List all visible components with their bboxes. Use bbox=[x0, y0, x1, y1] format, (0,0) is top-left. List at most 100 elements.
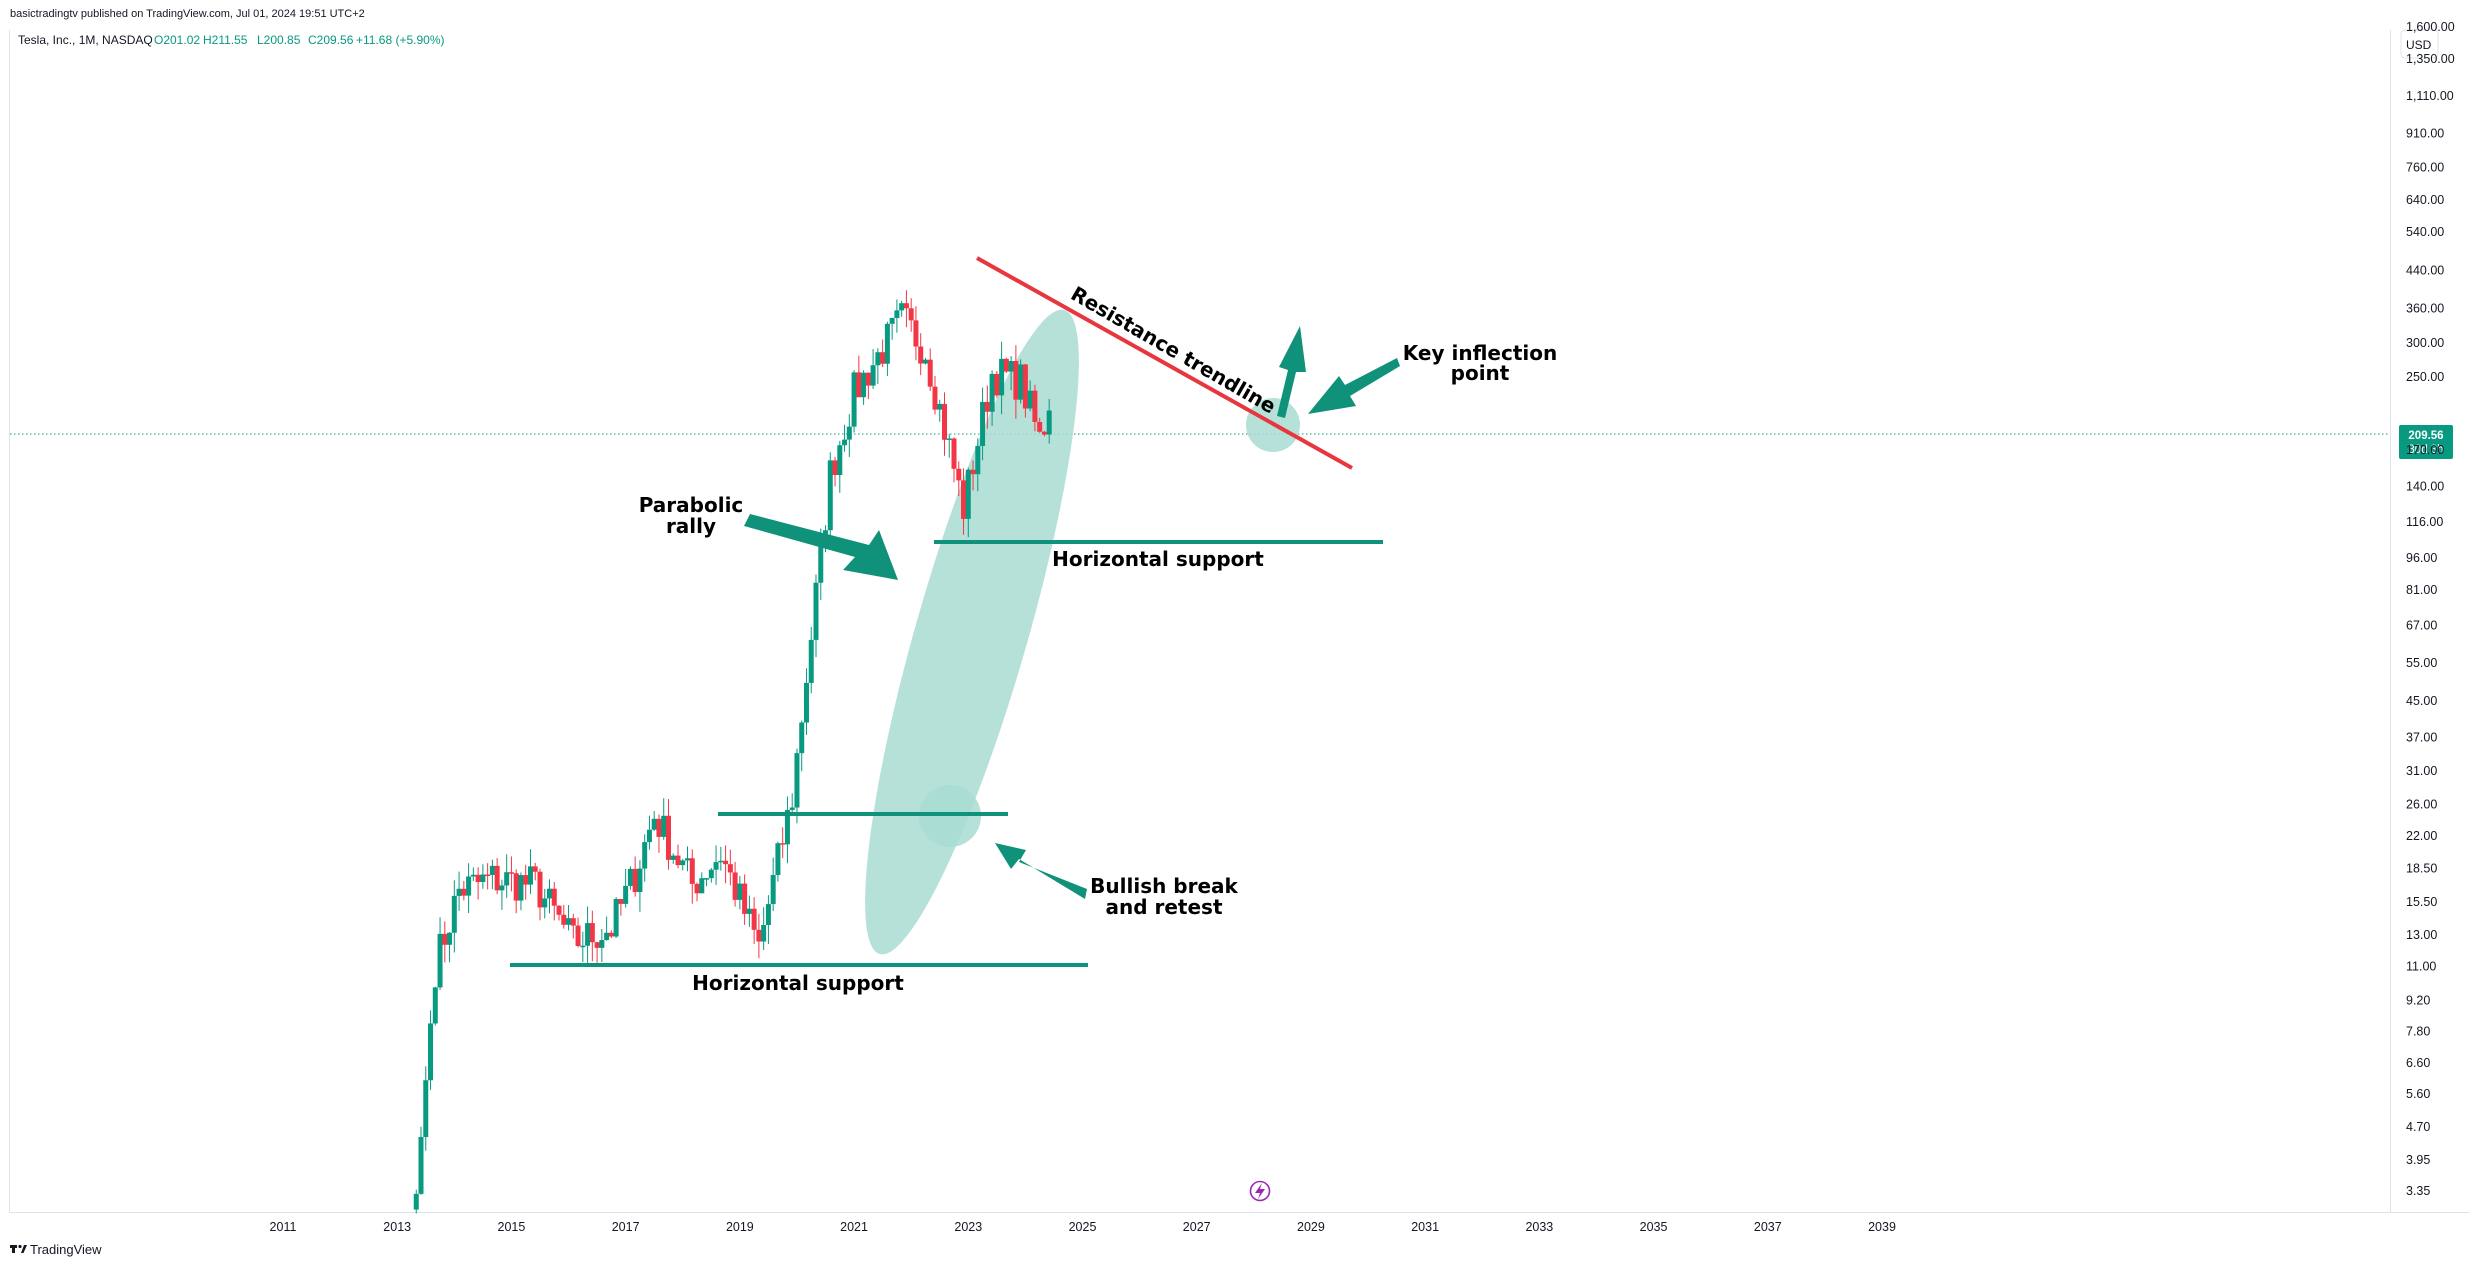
candle-body bbox=[685, 858, 691, 861]
candle-body bbox=[727, 864, 733, 873]
candle-body bbox=[508, 872, 514, 874]
candle-body bbox=[1022, 364, 1028, 409]
candle-body bbox=[480, 874, 486, 883]
candle-body bbox=[485, 874, 491, 877]
candle-body bbox=[922, 359, 928, 364]
brand-label: TradingView bbox=[30, 1242, 102, 1257]
publisher-line: basictradingtv published on TradingView.… bbox=[10, 8, 365, 20]
candle-body bbox=[999, 358, 1005, 396]
time-tick-label: 2029 bbox=[1297, 1220, 1325, 1234]
currency-button[interactable]: USD bbox=[2400, 29, 2439, 59]
candle-body bbox=[689, 858, 695, 884]
close-value: C209.56 bbox=[308, 33, 354, 47]
candle-body bbox=[732, 872, 738, 900]
price-tick-label: 1,600.00 bbox=[2406, 20, 2455, 34]
price-tick-label: 7.80 bbox=[2406, 1025, 2430, 1039]
candle-body bbox=[708, 869, 714, 879]
parabolic-rally-highlight bbox=[865, 309, 1079, 955]
candle-body bbox=[518, 875, 524, 901]
candle-body bbox=[1008, 360, 1014, 372]
time-tick-label: 2023 bbox=[954, 1220, 982, 1234]
candle-body bbox=[903, 303, 909, 309]
price-tick-label: 140.00 bbox=[2406, 480, 2444, 494]
candle-body bbox=[751, 908, 757, 930]
price-tick-label: 640.00 bbox=[2406, 193, 2444, 207]
candle-body bbox=[746, 908, 752, 914]
price-tick-label: 26.00 bbox=[2406, 797, 2437, 811]
tradingview-brand[interactable]: TradingView bbox=[10, 1242, 102, 1257]
candle-body bbox=[775, 843, 781, 876]
key-label-line2: point bbox=[1451, 361, 1510, 385]
candle-body bbox=[461, 888, 467, 896]
candle-body bbox=[803, 682, 809, 723]
price-tick-label: 15.50 bbox=[2406, 895, 2437, 909]
arrows bbox=[744, 326, 1400, 899]
parabolic-label-line1: Parabolic bbox=[639, 493, 744, 517]
candle-body bbox=[532, 866, 538, 872]
candles bbox=[413, 290, 1052, 1214]
candle-body bbox=[594, 942, 600, 948]
candle-body bbox=[447, 932, 453, 945]
candle-body bbox=[846, 426, 852, 440]
price-tick-label: 360.00 bbox=[2406, 301, 2444, 315]
candle-body bbox=[861, 372, 867, 398]
candle-body bbox=[632, 868, 638, 893]
lightning-icon[interactable] bbox=[1249, 1180, 1271, 1202]
candle-body bbox=[570, 918, 576, 926]
candle-body bbox=[442, 933, 448, 945]
candle-body bbox=[680, 860, 686, 866]
candle-body bbox=[780, 843, 786, 845]
candle-body bbox=[661, 815, 667, 837]
candle-body bbox=[599, 940, 605, 948]
candle-body bbox=[837, 445, 843, 476]
candle-body bbox=[789, 807, 795, 810]
low-value: L200.85 bbox=[257, 33, 301, 47]
price-tick-label: 910.00 bbox=[2406, 126, 2444, 140]
candle-body bbox=[1032, 390, 1038, 422]
candle-body bbox=[994, 373, 1000, 396]
candle-body bbox=[765, 904, 771, 926]
candle-body bbox=[642, 842, 648, 869]
candle-body bbox=[818, 538, 824, 583]
price-tick-label: 18.50 bbox=[2406, 862, 2437, 876]
time-tick-label: 2021 bbox=[840, 1220, 868, 1234]
candle-body bbox=[566, 918, 572, 925]
candle-body bbox=[784, 809, 790, 845]
time-axis[interactable]: 2011 2013 2015 2017 2019 2021 2023 2025 2027 2029… bbox=[270, 1220, 1896, 1234]
price-tick-label: 37.00 bbox=[2406, 731, 2437, 745]
bullish-arrow bbox=[995, 843, 1087, 899]
candle-body bbox=[1013, 360, 1019, 400]
price-tick-label: 6.60 bbox=[2406, 1056, 2430, 1070]
price-tick-label: 31.00 bbox=[2406, 764, 2437, 778]
candle-body bbox=[989, 373, 995, 412]
lower-support-label: Horizontal support bbox=[692, 971, 904, 995]
price-tick-label: 170.00 bbox=[2406, 443, 2444, 457]
candle-body bbox=[418, 1137, 424, 1194]
candle-body bbox=[651, 818, 657, 830]
candle-body bbox=[475, 874, 481, 883]
candle-body bbox=[699, 878, 705, 894]
price-tick-label: 55.00 bbox=[2406, 656, 2437, 670]
candle-body bbox=[547, 888, 552, 899]
resistance-trendline bbox=[976, 256, 1353, 470]
time-tick-label: 2015 bbox=[498, 1220, 526, 1234]
candle-body bbox=[556, 905, 562, 915]
price-tick-label: 13.00 bbox=[2406, 928, 2437, 942]
candle-body bbox=[1037, 421, 1043, 432]
open-value: O201.02 bbox=[154, 33, 200, 47]
candle-body bbox=[428, 1023, 434, 1081]
time-tick-label: 2011 bbox=[270, 1220, 297, 1234]
candle-body bbox=[941, 403, 947, 440]
candle-body bbox=[1018, 364, 1024, 400]
candle-body bbox=[523, 875, 529, 885]
change-value: +11.68 (+5.90%) bbox=[356, 33, 445, 47]
candle-body bbox=[951, 438, 957, 469]
time-tick-label: 2013 bbox=[383, 1220, 411, 1234]
ohlc-legend: Tesla, Inc., 1M, NASDAQ O201.02 H211.55 … bbox=[18, 33, 445, 47]
candle-body bbox=[456, 888, 462, 896]
price-axis[interactable]: 3.35 3.95 4.70 5.60 6.60 7.80 9.20 11.00 13.00 15… bbox=[2406, 20, 2455, 1198]
candle-body bbox=[423, 1080, 429, 1138]
candle-body bbox=[889, 317, 895, 324]
candle-body bbox=[585, 923, 591, 946]
